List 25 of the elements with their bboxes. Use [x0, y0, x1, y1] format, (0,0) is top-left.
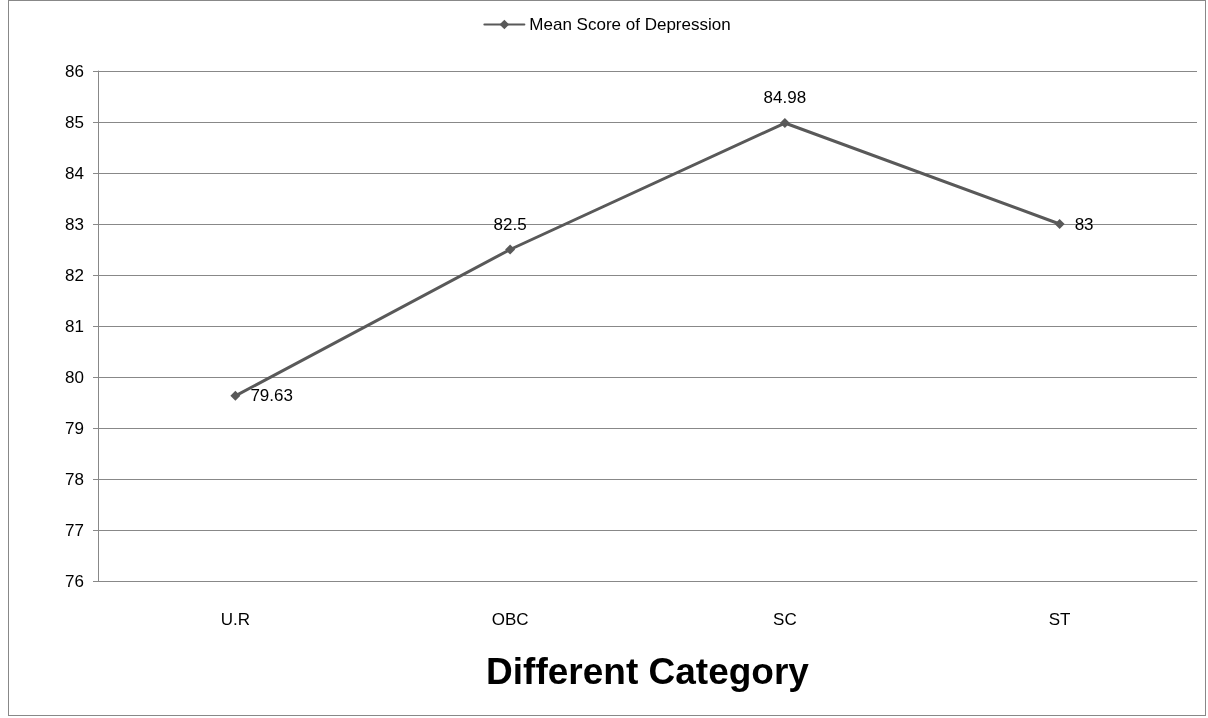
point: [230, 390, 241, 401]
legend-label: Mean Score of Depression: [529, 15, 731, 34]
x-tick-label: U.R: [220, 610, 251, 629]
x-tick-label: ST: [1048, 610, 1071, 629]
y-tick-label: 86: [65, 61, 84, 81]
y-tick-label: 78: [65, 469, 84, 489]
point: [505, 244, 516, 255]
y-tick-label: 82: [65, 265, 84, 285]
y-tick-label: 76: [65, 571, 84, 591]
y-tick-label: 85: [65, 112, 84, 132]
y-tick-label: 83: [65, 214, 84, 234]
data-label: 83: [1074, 214, 1094, 234]
point: [779, 118, 790, 129]
x-tick-label: OBC: [491, 610, 529, 629]
y-tick-label: 84: [65, 163, 84, 183]
data-label: 79.63: [250, 386, 293, 406]
x-tick-label: SC: [773, 610, 797, 629]
point: [1054, 219, 1065, 229]
y-tick-label: 79: [65, 418, 84, 438]
y-tick-label: 77: [65, 520, 84, 540]
x-axis-title: Different Category: [486, 651, 810, 692]
data-label: 84.98: [763, 88, 807, 108]
data-label: 82.5: [493, 214, 527, 234]
y-tick-label: 80: [65, 367, 84, 387]
y-tick-label: 81: [65, 316, 84, 336]
